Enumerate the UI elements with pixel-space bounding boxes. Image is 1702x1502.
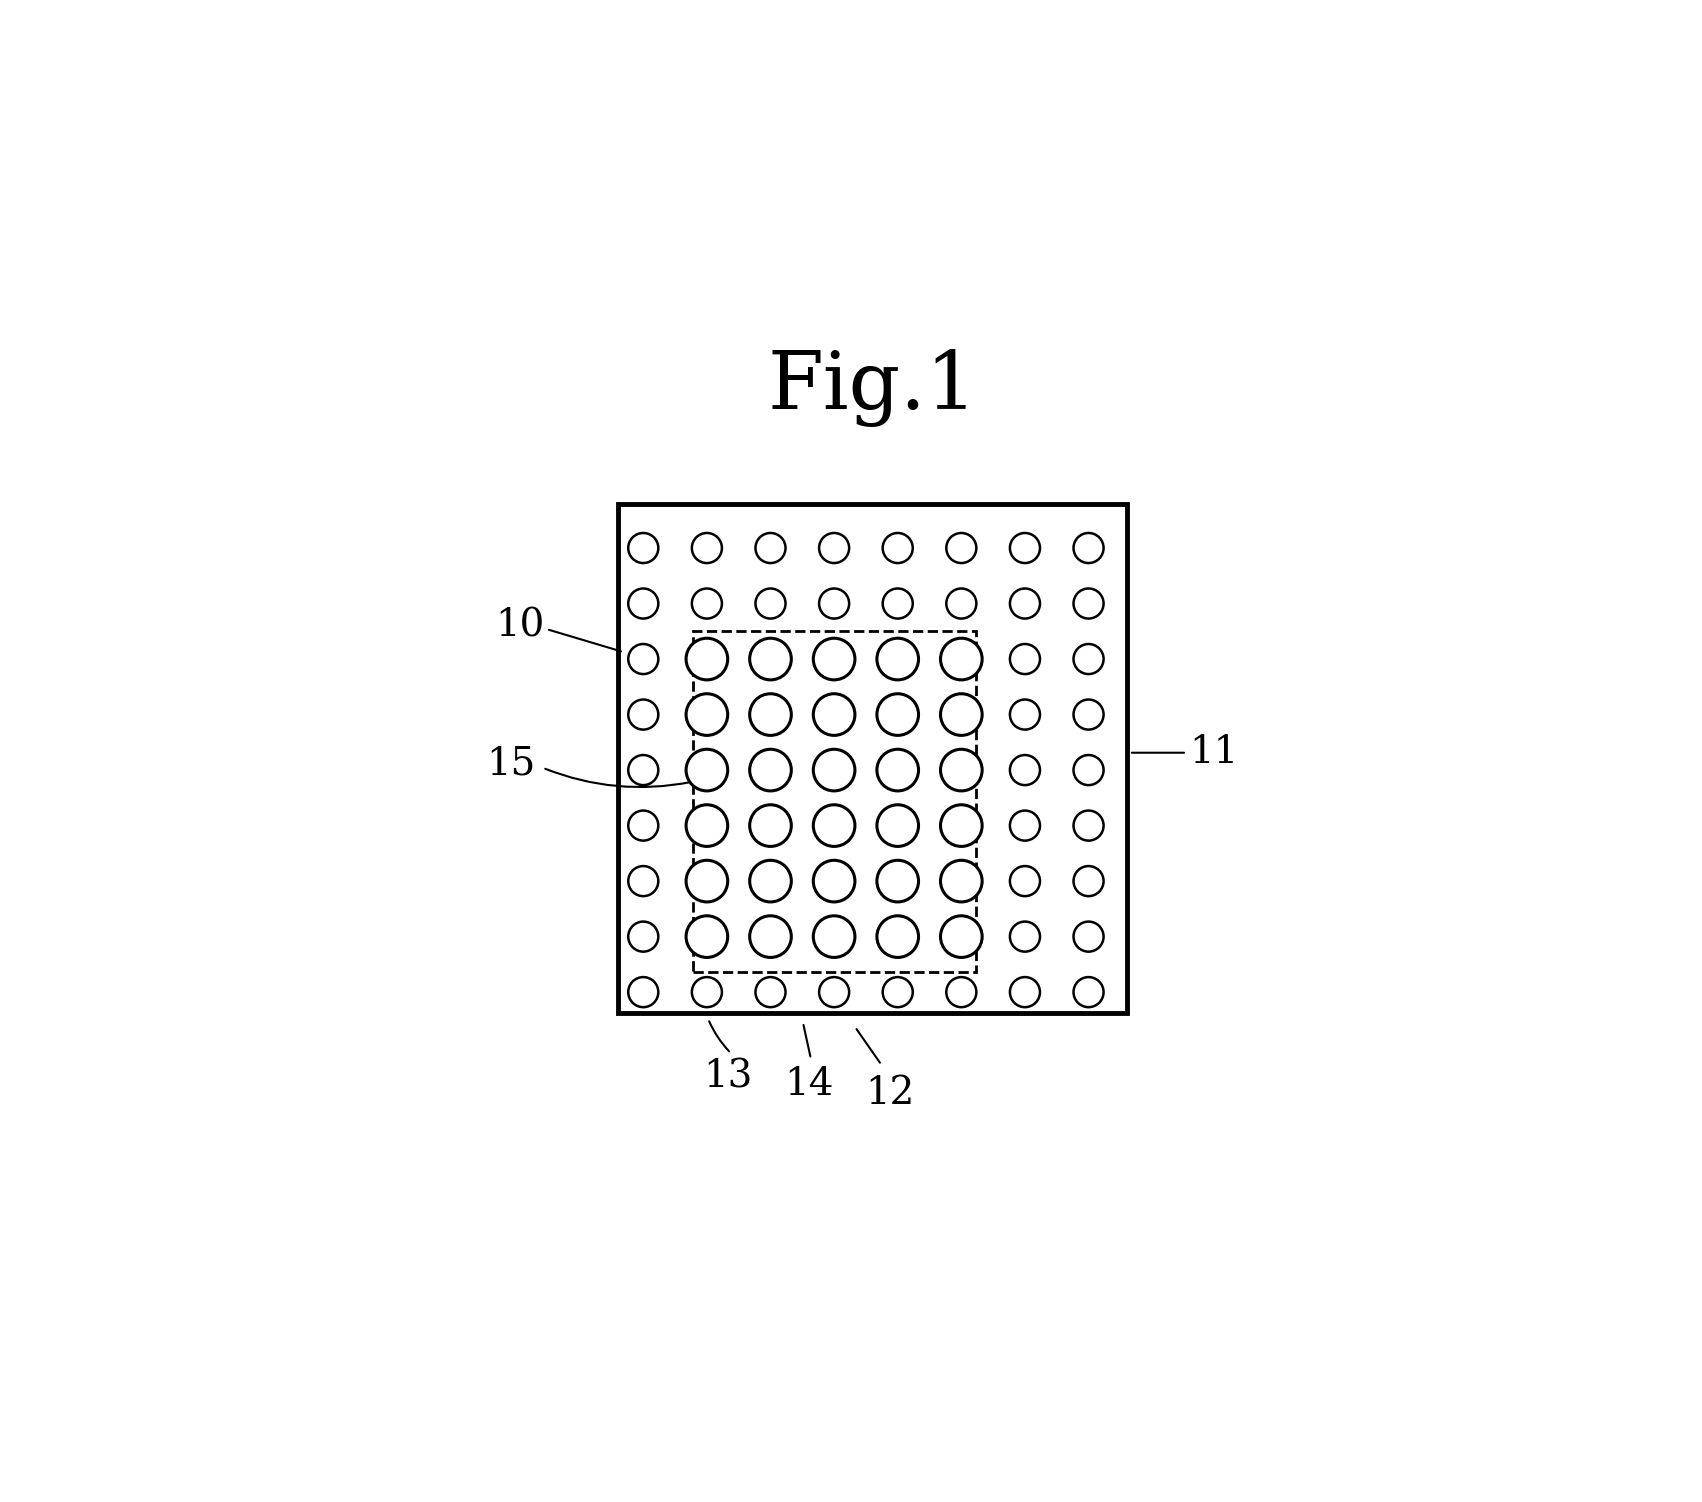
Circle shape — [749, 916, 791, 957]
Text: 10: 10 — [495, 607, 545, 644]
Circle shape — [877, 861, 919, 901]
Circle shape — [814, 916, 854, 957]
Circle shape — [877, 805, 919, 847]
Circle shape — [1009, 922, 1040, 952]
Circle shape — [883, 589, 912, 619]
Circle shape — [756, 533, 786, 563]
Circle shape — [1074, 589, 1103, 619]
Circle shape — [749, 638, 791, 680]
Circle shape — [749, 805, 791, 847]
Circle shape — [628, 978, 659, 1008]
Circle shape — [686, 749, 728, 792]
Circle shape — [946, 589, 977, 619]
Circle shape — [883, 978, 912, 1008]
Bar — [693, 631, 977, 972]
Circle shape — [691, 533, 722, 563]
Circle shape — [691, 589, 722, 619]
Circle shape — [756, 978, 786, 1008]
Circle shape — [691, 978, 722, 1008]
Circle shape — [814, 749, 854, 792]
Circle shape — [628, 589, 659, 619]
Bar — [618, 505, 1127, 1012]
Circle shape — [686, 694, 728, 736]
Circle shape — [1009, 811, 1040, 841]
Circle shape — [814, 805, 854, 847]
Circle shape — [946, 978, 977, 1008]
Text: Fig.1: Fig.1 — [768, 350, 977, 428]
Circle shape — [814, 694, 854, 736]
Circle shape — [1009, 756, 1040, 786]
Circle shape — [877, 694, 919, 736]
Circle shape — [1009, 589, 1040, 619]
Circle shape — [819, 533, 849, 563]
Circle shape — [941, 861, 982, 901]
Circle shape — [1009, 533, 1040, 563]
Circle shape — [1074, 811, 1103, 841]
Circle shape — [756, 589, 786, 619]
Circle shape — [883, 533, 912, 563]
Circle shape — [877, 749, 919, 792]
Circle shape — [941, 694, 982, 736]
Circle shape — [1074, 644, 1103, 674]
Circle shape — [814, 638, 854, 680]
Circle shape — [1074, 533, 1103, 563]
Circle shape — [628, 533, 659, 563]
Circle shape — [686, 916, 728, 957]
Circle shape — [814, 861, 854, 901]
Circle shape — [1009, 867, 1040, 897]
Circle shape — [1009, 644, 1040, 674]
Text: 15: 15 — [487, 746, 536, 783]
Circle shape — [749, 749, 791, 792]
Text: 12: 12 — [865, 1075, 914, 1113]
Text: 13: 13 — [703, 1057, 752, 1095]
Circle shape — [749, 861, 791, 901]
Circle shape — [628, 756, 659, 786]
Circle shape — [628, 867, 659, 897]
Circle shape — [628, 922, 659, 952]
Circle shape — [819, 589, 849, 619]
Text: 11: 11 — [1188, 734, 1237, 771]
Circle shape — [686, 861, 728, 901]
Circle shape — [1074, 756, 1103, 786]
Circle shape — [941, 805, 982, 847]
Circle shape — [686, 638, 728, 680]
Circle shape — [946, 533, 977, 563]
Circle shape — [628, 644, 659, 674]
Circle shape — [877, 916, 919, 957]
Circle shape — [686, 805, 728, 847]
Circle shape — [1074, 978, 1103, 1008]
Circle shape — [1074, 867, 1103, 897]
Circle shape — [628, 811, 659, 841]
Circle shape — [1074, 700, 1103, 730]
Text: 14: 14 — [785, 1066, 834, 1102]
Circle shape — [1009, 978, 1040, 1008]
Circle shape — [941, 916, 982, 957]
Circle shape — [819, 978, 849, 1008]
Circle shape — [941, 638, 982, 680]
Circle shape — [749, 694, 791, 736]
Circle shape — [877, 638, 919, 680]
Circle shape — [1009, 700, 1040, 730]
Circle shape — [941, 749, 982, 792]
Circle shape — [1074, 922, 1103, 952]
Circle shape — [628, 700, 659, 730]
